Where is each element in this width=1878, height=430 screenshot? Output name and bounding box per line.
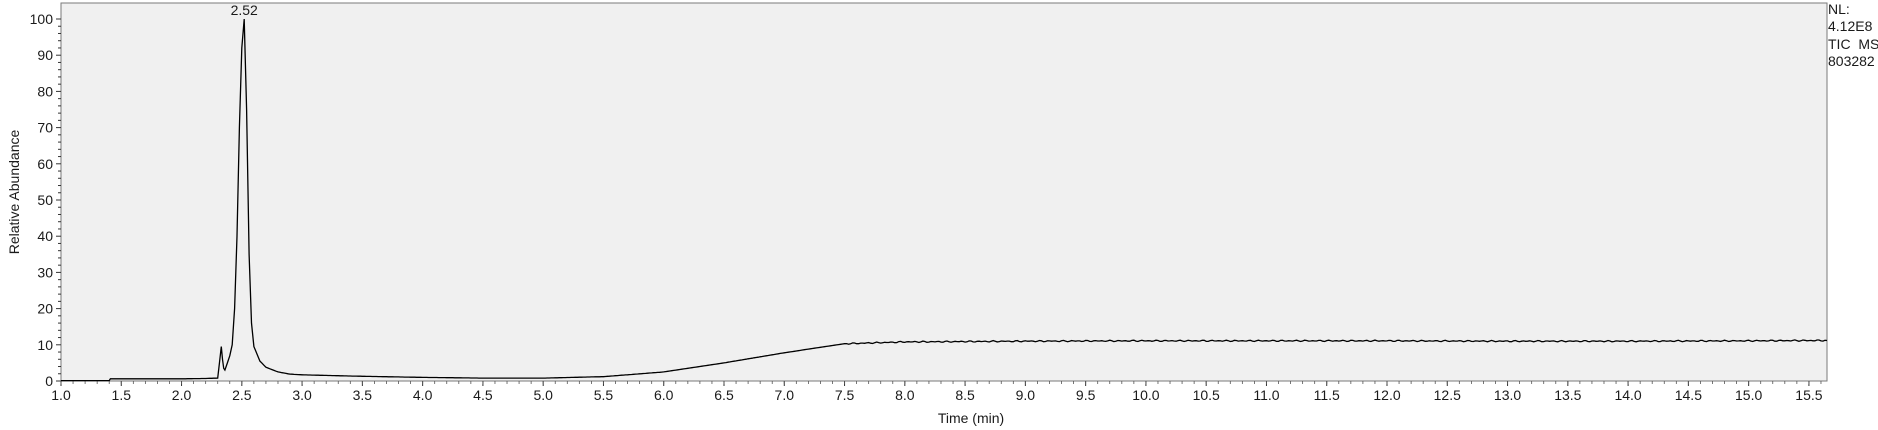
x-tick-label: 3.0 [292, 387, 312, 403]
normalization-level-label: NL: [1828, 1, 1850, 17]
x-tick-label: 8.0 [895, 387, 915, 403]
tic-trace-line [61, 18, 1828, 382]
y-tick-label: 90 [37, 47, 53, 63]
y-tick-label: 20 [37, 301, 53, 317]
plot-area [60, 2, 1828, 382]
y-axis-title: Relative Abundance [6, 130, 22, 255]
peak-label: 2.52 [231, 2, 258, 18]
x-tick-label: 6.5 [714, 387, 734, 403]
x-tick-label: 10.0 [1132, 387, 1159, 403]
scan-filter-label: TIC MS [1828, 36, 1878, 52]
x-tick-label: 2.5 [232, 387, 252, 403]
y-tick-label: 60 [37, 156, 53, 172]
x-tick-label: 12.0 [1373, 387, 1400, 403]
x-tick-label: 13.0 [1494, 387, 1521, 403]
peak-annotations: 2.52 [231, 2, 258, 18]
x-tick-label: 8.5 [955, 387, 975, 403]
x-tick-label: 14.0 [1614, 387, 1641, 403]
x-tick-label: 12.5 [1434, 387, 1461, 403]
x-tick-label: 11.5 [1314, 387, 1340, 403]
x-tick-label: 5.0 [533, 387, 553, 403]
x-axis: 1.0 1.5 2.0 2.5 3.0 3.5 4.0 4.5 5.0 5.5 6.0 6.5 7.0 7… [51, 381, 1823, 403]
x-tick-label: 7.0 [775, 387, 795, 403]
x-tick-label: 15.0 [1735, 387, 1762, 403]
x-tick-label: 11.0 [1253, 387, 1279, 403]
x-tick-label: 9.5 [1076, 387, 1096, 403]
x-tick-label: 2.0 [172, 387, 192, 403]
y-axis: 0 10 20 30 40 50 60 70 80 90 100 [30, 11, 61, 389]
normalization-level-value: 4.12E8 [1828, 18, 1873, 34]
x-tick-label: 4.0 [413, 387, 433, 403]
y-tick-label: 70 [37, 120, 53, 136]
y-tick-label: 40 [37, 228, 53, 244]
x-tick-label: 9.0 [1016, 387, 1036, 403]
y-tick-label: 100 [30, 11, 54, 27]
y-tick-label: 50 [37, 192, 53, 208]
x-tick-label: 15.5 [1795, 387, 1822, 403]
x-tick-label: 7.5 [835, 387, 855, 403]
x-tick-label: 14.5 [1675, 387, 1702, 403]
x-tick-label: 3.5 [353, 387, 373, 403]
x-tick-label: 5.5 [594, 387, 614, 403]
file-id-label: 803282 [1828, 53, 1875, 69]
x-tick-label: 1.5 [112, 387, 132, 403]
x-tick-label: 6.0 [654, 387, 674, 403]
x-tick-label: 1.0 [51, 387, 71, 403]
x-tick-label: 4.5 [473, 387, 493, 403]
x-tick-label: 10.5 [1193, 387, 1220, 403]
y-tick-label: 80 [37, 83, 53, 99]
y-tick-label: 10 [37, 337, 53, 353]
x-tick-label: 13.5 [1554, 387, 1581, 403]
x-axis-title: Time (min) [938, 410, 1004, 426]
y-tick-label: 30 [37, 264, 53, 280]
y-tick-label: 0 [45, 373, 53, 389]
